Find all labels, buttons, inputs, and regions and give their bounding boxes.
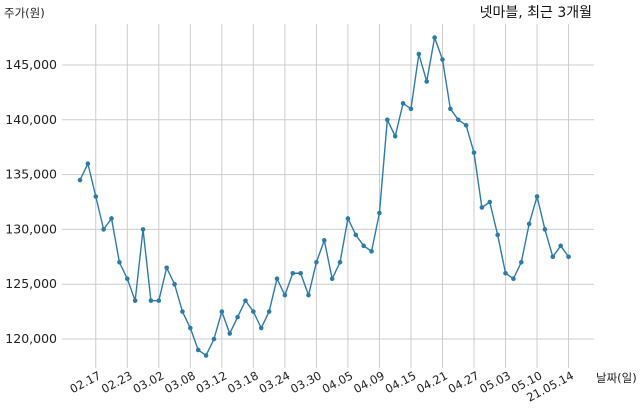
x-tick-label: 03.02 — [131, 368, 167, 396]
data-point — [440, 57, 445, 62]
data-point — [518, 259, 524, 265]
x-axis-label: 날짜(일) — [596, 371, 637, 385]
price-series-points — [77, 35, 571, 358]
y-axis-label: 주가(원) — [4, 6, 45, 20]
data-point — [93, 194, 99, 199]
data-point — [463, 122, 469, 128]
x-tick-label: 02.17 — [68, 368, 104, 396]
data-point — [526, 221, 532, 227]
x-axis-ticks: 02.1702.2303.0203.0803.1203.1803.2403.30… — [68, 368, 576, 404]
data-point — [558, 243, 563, 249]
data-point — [424, 79, 430, 84]
y-tick-label: 135,000 — [5, 167, 57, 182]
x-tick-label: 03.08 — [162, 368, 198, 396]
data-point — [392, 133, 398, 139]
data-point — [109, 216, 114, 221]
data-point — [164, 265, 169, 271]
horizontal-gridlines — [62, 64, 594, 340]
data-point — [85, 161, 91, 166]
data-point — [448, 106, 453, 112]
data-point — [195, 347, 201, 353]
data-point — [132, 298, 138, 303]
data-point — [361, 243, 366, 249]
data-point — [487, 199, 493, 205]
data-point — [180, 309, 185, 314]
data-point — [140, 227, 146, 232]
data-point — [400, 101, 406, 106]
x-tick-label: 04.15 — [383, 368, 419, 396]
data-point — [266, 309, 272, 314]
data-point — [290, 270, 296, 276]
data-point — [282, 292, 288, 298]
x-tick-label: 04.21 — [414, 368, 450, 396]
data-point — [542, 227, 548, 232]
data-point — [148, 298, 154, 303]
data-point — [235, 314, 240, 320]
data-point — [172, 281, 177, 287]
x-tick-label: 03.12 — [194, 368, 230, 396]
data-point — [156, 298, 162, 303]
x-tick-label: 04.05 — [320, 368, 356, 396]
data-point — [243, 298, 248, 303]
data-point — [503, 270, 508, 276]
data-point — [377, 210, 382, 216]
data-point — [550, 254, 556, 260]
data-point — [408, 106, 414, 112]
data-point — [188, 325, 193, 331]
data-point — [251, 309, 256, 314]
x-tick-label: 04.27 — [446, 368, 482, 396]
y-axis-ticks: 120,000 125,000 130,000 135,000 140,000 145,0… — [5, 57, 57, 346]
y-tick-label: 140,000 — [5, 112, 57, 127]
vertical-gridlines — [95, 24, 570, 368]
y-tick-label: 145,000 — [5, 57, 57, 72]
x-tick-label: 02.23 — [99, 368, 135, 396]
data-point — [117, 259, 122, 265]
price-series-line — [79, 34, 570, 357]
data-point — [77, 177, 83, 183]
data-point — [314, 259, 319, 265]
data-point — [211, 336, 217, 342]
data-point — [321, 238, 327, 243]
x-tick-label: 03.30 — [288, 368, 324, 396]
data-point — [329, 276, 335, 282]
data-point — [227, 331, 233, 336]
data-point — [298, 270, 303, 276]
y-tick-label: 125,000 — [5, 276, 57, 291]
data-point — [479, 205, 485, 210]
data-point — [337, 259, 343, 265]
data-point — [534, 194, 540, 199]
data-point — [219, 309, 225, 314]
data-point — [511, 276, 516, 282]
data-point — [353, 232, 359, 238]
x-tick-label: 03.24 — [257, 368, 293, 396]
data-point — [274, 276, 280, 282]
data-point — [203, 353, 209, 358]
data-point — [101, 227, 106, 232]
data-point — [495, 232, 500, 238]
x-tick-label: 03.18 — [225, 368, 261, 396]
data-point — [471, 150, 477, 155]
data-point — [345, 216, 351, 221]
y-tick-label: 130,000 — [5, 221, 57, 236]
data-point — [124, 276, 130, 282]
data-point — [432, 35, 437, 40]
data-point — [306, 292, 311, 298]
x-tick-label: 04.09 — [351, 368, 387, 396]
data-point — [566, 254, 571, 260]
x-tick-label: 05.03 — [477, 368, 513, 396]
data-point — [416, 51, 422, 57]
y-tick-label: 120,000 — [5, 331, 57, 346]
data-point — [369, 249, 374, 254]
data-point — [385, 117, 390, 123]
data-point — [455, 117, 461, 123]
chart-title: 넷마블, 최근 3개월 — [480, 5, 592, 21]
data-point — [258, 325, 264, 331]
